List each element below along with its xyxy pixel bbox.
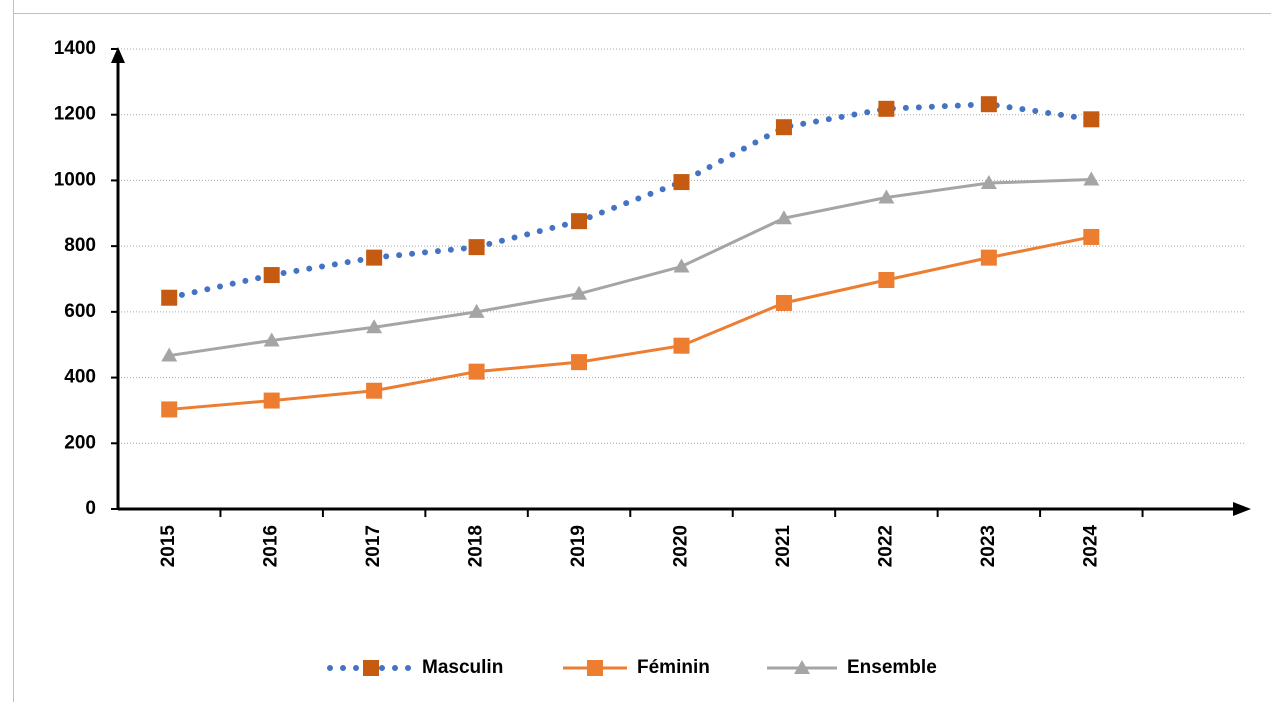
legend-label: Féminin xyxy=(637,657,710,678)
y-axis-arrow xyxy=(111,47,125,63)
legend-marker xyxy=(794,660,810,674)
data-point xyxy=(263,267,280,284)
data-point xyxy=(468,303,485,318)
data-point xyxy=(673,174,690,191)
data-point xyxy=(366,382,383,399)
data-point xyxy=(878,271,895,288)
data-point xyxy=(1083,228,1100,245)
x-tick-label: 2017 xyxy=(363,525,384,567)
data-point xyxy=(775,294,792,311)
y-tick-label: 1000 xyxy=(54,169,96,190)
data-point xyxy=(468,239,485,256)
data-point xyxy=(1083,171,1100,186)
data-point xyxy=(878,189,895,204)
data-point xyxy=(468,363,485,380)
x-tick-label: 2022 xyxy=(875,525,896,567)
data-point xyxy=(161,401,178,418)
data-point xyxy=(571,285,588,300)
x-tick-label: 2024 xyxy=(1080,525,1101,568)
legend-marker xyxy=(363,660,379,676)
data-point xyxy=(366,319,383,334)
x-tick-label: 2021 xyxy=(773,525,794,568)
series-line xyxy=(166,101,1095,301)
y-tick-label: 0 xyxy=(85,498,96,519)
y-tick-label: 200 xyxy=(64,432,96,453)
y-tick-label: 400 xyxy=(64,367,96,388)
data-point xyxy=(980,96,997,113)
data-point xyxy=(878,100,895,117)
data-point xyxy=(775,210,792,225)
data-point xyxy=(263,392,280,409)
series-line xyxy=(169,177,1092,358)
x-tick-label: 2016 xyxy=(261,525,282,567)
legend-label: Ensemble xyxy=(847,657,937,678)
data-point xyxy=(366,249,383,266)
x-tick-label: 2015 xyxy=(158,525,179,568)
x-tick-label: 2020 xyxy=(671,525,692,567)
y-tick-label: 600 xyxy=(64,301,96,322)
data-point xyxy=(980,175,997,190)
series-line xyxy=(169,235,1092,411)
data-point xyxy=(161,289,178,306)
data-point xyxy=(673,258,690,273)
x-tick-label: 2023 xyxy=(978,525,999,567)
legend-label: Masculin xyxy=(422,657,503,678)
data-point xyxy=(571,354,588,371)
data-point xyxy=(775,119,792,136)
x-tick-label: 2019 xyxy=(568,525,589,567)
legend-marker xyxy=(587,660,603,676)
data-point xyxy=(1083,111,1100,128)
y-tick-label: 800 xyxy=(64,235,96,256)
data-point xyxy=(571,213,588,230)
data-point xyxy=(980,249,997,266)
x-tick-label: 2018 xyxy=(466,525,487,567)
data-point xyxy=(673,337,690,354)
y-tick-label: 1200 xyxy=(54,104,96,125)
x-axis-arrow xyxy=(1233,502,1251,516)
data-point xyxy=(161,347,178,362)
data-point xyxy=(263,332,280,347)
y-tick-label: 1400 xyxy=(54,38,96,59)
